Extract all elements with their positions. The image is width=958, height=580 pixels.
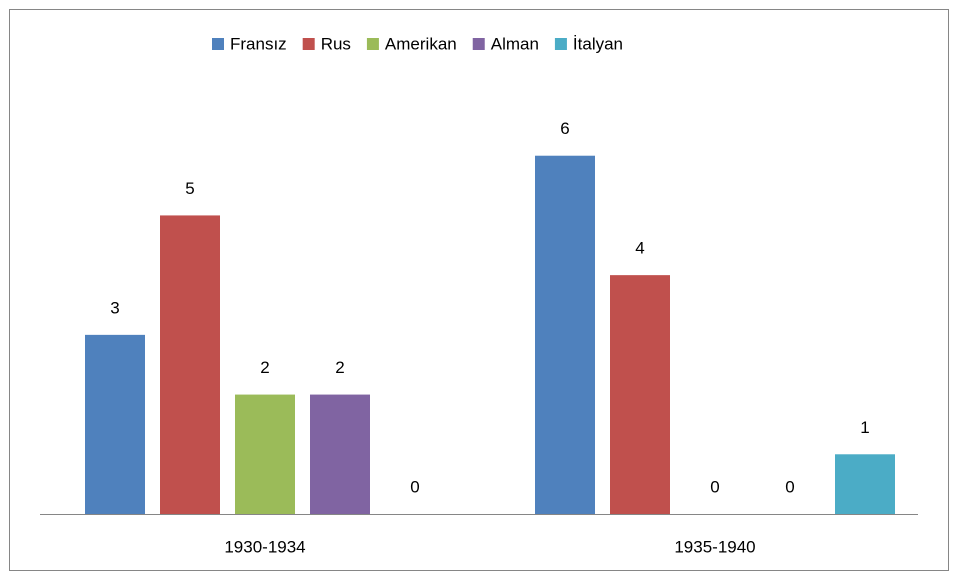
chart-frame [9,9,949,571]
legend-swatch [472,38,485,50]
data-label: 0 [785,477,794,496]
data-label: 2 [260,358,269,377]
data-label: 0 [410,477,419,496]
data-label: 6 [560,119,569,138]
legend-label: Alman [491,34,539,53]
legend-label: Rus [321,34,351,53]
data-label: 4 [635,239,644,258]
bar [85,334,145,514]
legend-swatch [212,38,224,50]
legend-label: İtalyan [573,34,623,53]
bar [835,454,895,514]
data-label: 5 [185,179,194,198]
legend-label: Fransız [230,34,287,53]
data-label: 3 [110,298,119,317]
legend-label: Amerikan [385,34,457,53]
x-tick-label: 1930-1934 [224,537,305,556]
legend-swatch [366,38,379,50]
data-label: 1 [860,418,869,437]
legend-swatch [302,38,315,50]
bar [535,155,595,514]
bar [610,275,670,514]
data-label: 2 [335,358,344,377]
data-label: 0 [710,477,719,496]
bar [235,394,295,514]
legend-swatch [554,38,567,50]
bar [310,394,370,514]
x-tick-label: 1935-1940 [674,537,755,556]
bar [160,215,220,514]
